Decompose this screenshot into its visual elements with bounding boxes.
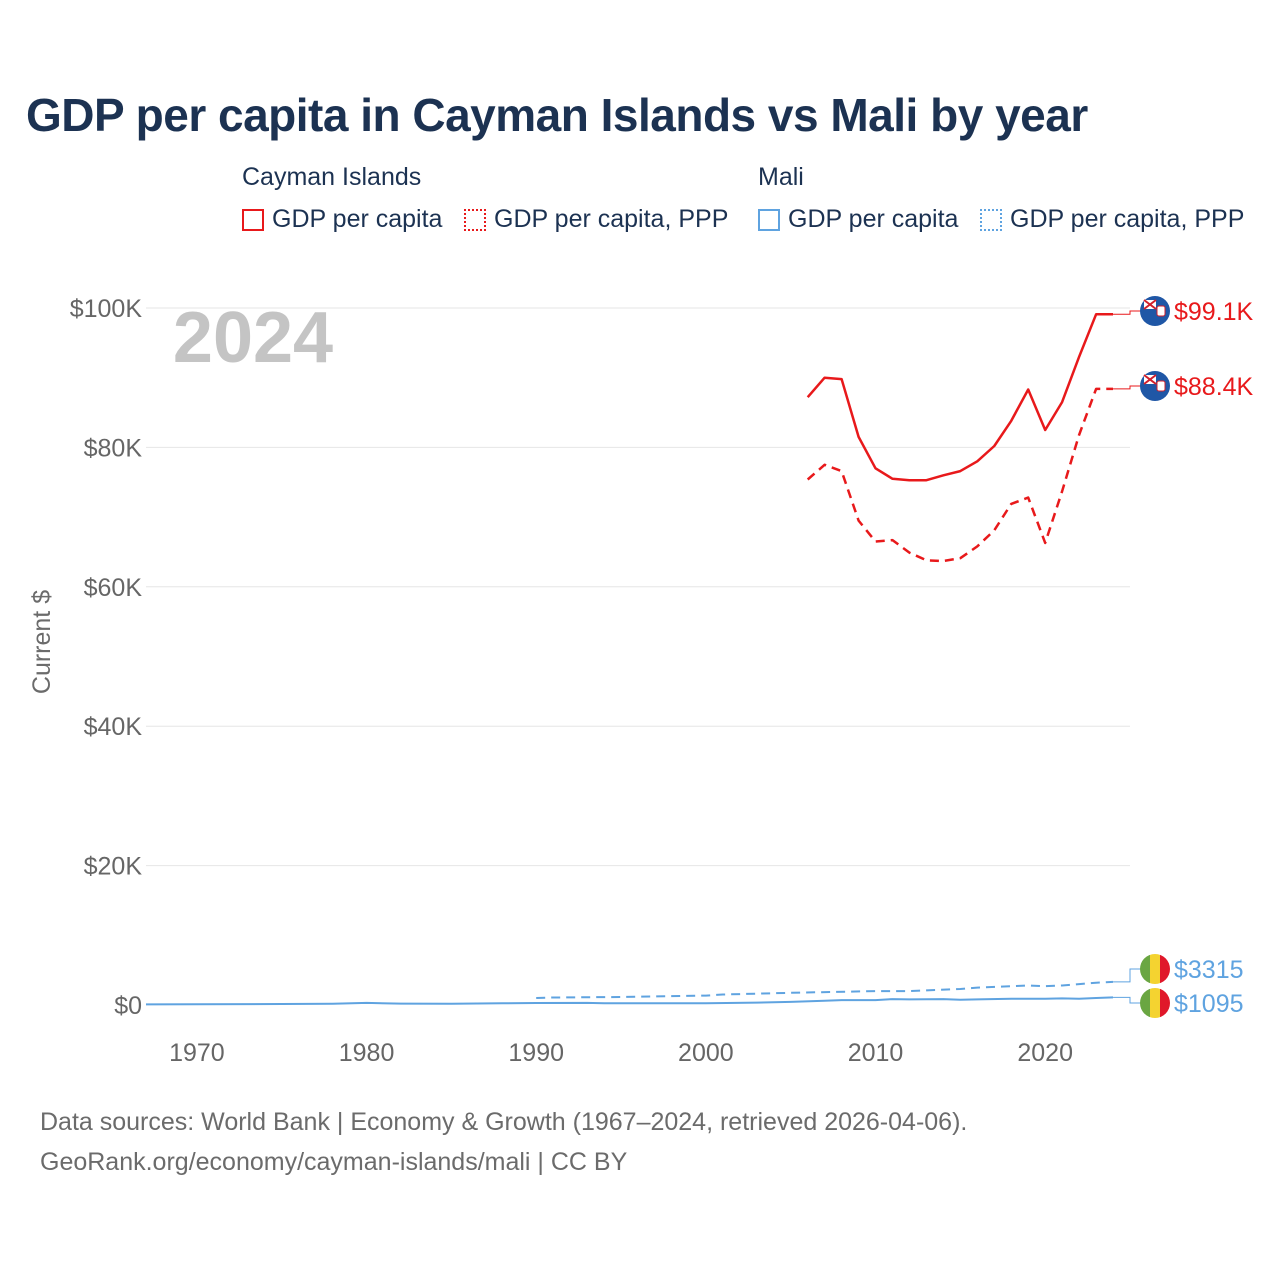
series-line[interactable] [806,387,1113,563]
legend-swatch-dotted-icon [464,208,486,231]
series-end-label: $99.1K [1174,298,1254,326]
y-tick-label: $80K [84,434,143,462]
cayman-flag-icon [1140,371,1170,401]
legend-swatch-dotted-icon [980,208,1002,231]
legend-item-cayman-gdp[interactable]: GDP per capita [242,205,442,234]
y-tick-label: $60K [84,574,143,602]
x-tick-label: 1970 [169,1039,225,1067]
leader-line [1113,310,1141,315]
y-tick-label: $40K [84,713,143,741]
x-tick-label: 2010 [848,1039,904,1067]
legend-swatch-solid-icon [242,208,264,231]
legend-label: GDP per capita [272,205,443,233]
legend-label: GDP per capita, PPP [494,205,729,233]
mali-flag-icon [1140,988,1170,1018]
x-tick-label: 2020 [1017,1039,1073,1067]
x-tick-label: 1990 [508,1039,564,1067]
x-tick-label: 2000 [678,1039,734,1067]
year-watermark: 2024 [173,298,333,378]
footer-sources: Data sources: World Bank | Economy & Gro… [40,1108,968,1136]
leader-line [1113,968,1141,983]
series-end-label: $3315 [1174,956,1244,984]
line-chart: 2024 Current $ $0 $20K $40K $60K $80K $100K 1… [28,295,1254,1067]
y-tick-label: $100K [70,295,143,323]
chart-title: GDP per capita in Cayman Islands vs Mali… [26,89,1088,141]
y-tick-label: $20K [84,853,143,881]
legend-group-mali: Mali [758,163,804,191]
x-tick-label: 1980 [339,1039,395,1067]
y-axis-label: Current $ [28,590,56,694]
legend-swatch-solid-icon [758,208,780,231]
legend-label: GDP per capita [788,205,959,233]
series-end-label: $88.4K [1174,373,1254,401]
series-line[interactable] [145,996,1114,1006]
legend-item-mali-gdp[interactable]: GDP per capita [758,205,958,234]
legend-item-mali-ppp[interactable]: GDP per capita, PPP [980,205,1244,234]
footer-credit[interactable]: GeoRank.org/economy/cayman-islands/mali … [40,1148,628,1176]
y-tick-label: $0 [114,992,142,1020]
leader-line [1113,385,1141,390]
series-end-label: $1095 [1174,990,1244,1018]
legend-group-cayman: Cayman Islands [242,163,422,191]
legend-item-cayman-ppp[interactable]: GDP per capita, PPP [464,205,728,234]
mali-flag-icon [1140,954,1170,984]
series-line[interactable] [536,980,1114,999]
legend-label: GDP per capita, PPP [1010,205,1245,233]
leader-line [1113,996,1141,1004]
cayman-flag-icon [1140,296,1170,326]
series-line[interactable] [806,313,1113,482]
